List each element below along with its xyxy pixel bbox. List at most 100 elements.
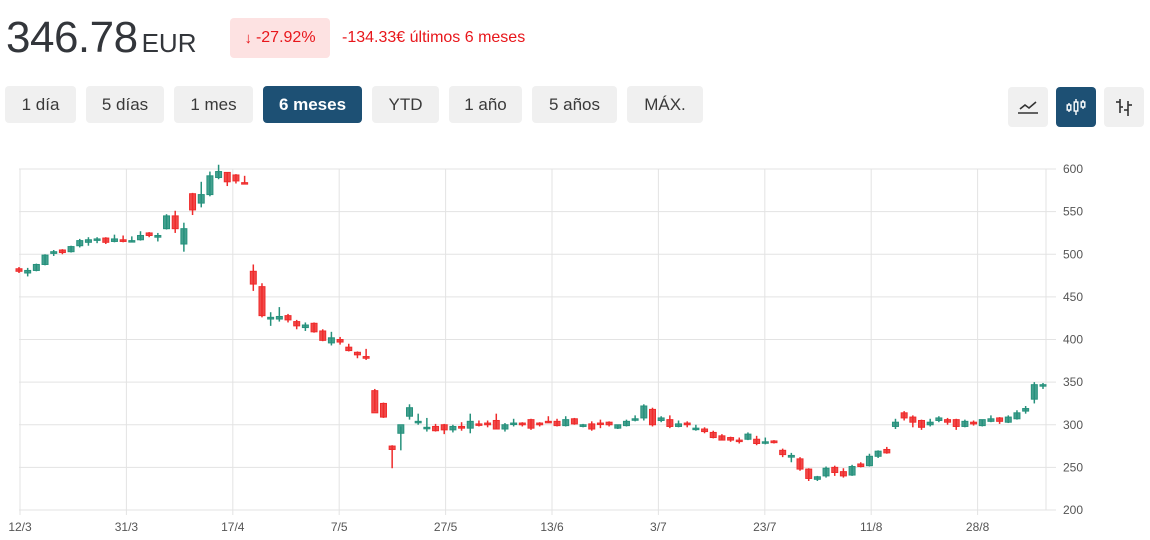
candle-up bbox=[327, 337, 335, 344]
candle-up bbox=[449, 425, 457, 431]
candle-up bbox=[76, 240, 84, 247]
ohlc-bar-icon bbox=[1116, 99, 1132, 116]
change-percent: -27.92% bbox=[255, 29, 316, 46]
candle-down bbox=[666, 419, 674, 427]
x-axis-tick-label: 23/7 bbox=[753, 520, 777, 534]
change-amount-text: -134.33€ últimos 6 meses bbox=[342, 29, 526, 46]
candle-up bbox=[622, 420, 630, 427]
candle-down bbox=[701, 428, 709, 433]
candle-down bbox=[258, 286, 266, 317]
candle-down bbox=[883, 448, 891, 454]
candle-up bbox=[50, 251, 58, 254]
candle-down bbox=[284, 315, 292, 321]
range-5d-button[interactable]: 5 días bbox=[86, 86, 164, 123]
candle-down bbox=[527, 419, 535, 429]
range-1y-button[interactable]: 1 año bbox=[449, 86, 522, 123]
candle-down bbox=[475, 423, 483, 426]
candle-down bbox=[484, 422, 492, 426]
range-1d-button[interactable]: 1 día bbox=[5, 86, 76, 123]
y-axis-tick-label: 500 bbox=[1063, 247, 1083, 261]
candle-up bbox=[987, 418, 995, 422]
candlestick-button[interactable] bbox=[1056, 87, 1096, 127]
range-1m-button[interactable]: 1 mes bbox=[174, 86, 253, 123]
candle-down bbox=[249, 270, 257, 285]
candle-up bbox=[631, 418, 639, 421]
candlestick-chart[interactable]: 600 550 500 450 400 350 300 250 200 12/3 31/3 17/4 7… bbox=[0, 150, 1150, 540]
candle-down bbox=[718, 435, 726, 441]
candle-up bbox=[926, 421, 934, 426]
x-axis-tick-label: 7/5 bbox=[331, 520, 348, 534]
candle-up bbox=[744, 433, 752, 440]
candle-down bbox=[596, 422, 604, 426]
candle-down bbox=[362, 356, 370, 359]
candle-down bbox=[145, 232, 153, 236]
range-max-button[interactable]: MÁX. bbox=[627, 86, 703, 123]
candle-down bbox=[102, 237, 110, 243]
candle-down bbox=[805, 468, 813, 479]
candle-down bbox=[831, 466, 839, 473]
candle-up bbox=[848, 466, 856, 476]
candle-down bbox=[189, 193, 197, 211]
candle-down bbox=[223, 171, 231, 183]
candle-down bbox=[839, 471, 847, 477]
candle-up bbox=[128, 240, 136, 243]
line-chart-icon bbox=[1018, 101, 1038, 114]
candle-up bbox=[865, 455, 873, 467]
line-chart-button[interactable] bbox=[1008, 87, 1048, 127]
candle-down bbox=[293, 321, 301, 327]
candle-down bbox=[944, 419, 952, 423]
candle-down bbox=[727, 437, 735, 441]
y-axis-tick-label: 550 bbox=[1063, 205, 1083, 219]
candle-down bbox=[770, 440, 778, 444]
y-axis-tick-label: 200 bbox=[1063, 503, 1083, 517]
candle-down bbox=[909, 416, 917, 423]
x-axis-tick-label: 3/7 bbox=[650, 520, 667, 534]
y-axis-tick-label: 250 bbox=[1063, 460, 1083, 474]
currency-label: EUR bbox=[141, 28, 197, 58]
candle-up bbox=[267, 316, 275, 320]
range-ytd-button[interactable]: YTD bbox=[372, 86, 439, 123]
candle-down bbox=[796, 458, 804, 470]
candle-down bbox=[232, 174, 240, 182]
arrow-down-icon: ↓ bbox=[244, 29, 252, 47]
y-axis-tick-label: 450 bbox=[1063, 290, 1083, 304]
candle-up bbox=[206, 175, 214, 196]
candle-down bbox=[779, 449, 787, 456]
candle-up bbox=[41, 254, 49, 265]
candle-up bbox=[67, 246, 75, 253]
candle-up bbox=[579, 424, 587, 427]
candle-down bbox=[970, 421, 978, 425]
change-percent-badge: ↓ -27.92% bbox=[230, 18, 330, 58]
range-6m-button[interactable]: 6 meses bbox=[263, 86, 362, 123]
candle-up bbox=[822, 467, 830, 477]
candle-down bbox=[432, 425, 440, 432]
candle-up bbox=[1013, 412, 1021, 420]
candle-up bbox=[614, 424, 622, 429]
candle-up bbox=[891, 421, 899, 427]
candle-down bbox=[952, 419, 960, 427]
candle-up bbox=[466, 420, 474, 429]
range-5y-button[interactable]: 5 años bbox=[532, 86, 617, 123]
candle-down bbox=[379, 402, 387, 418]
candle-up bbox=[24, 269, 32, 274]
candle-up bbox=[397, 424, 405, 434]
candle-down bbox=[683, 422, 691, 426]
candle-down bbox=[58, 249, 66, 254]
candle-down bbox=[544, 420, 552, 424]
x-axis-tick-label: 27/5 bbox=[434, 520, 458, 534]
candle-up bbox=[93, 238, 101, 241]
current-price: 346.78 bbox=[6, 13, 138, 62]
candle-down bbox=[119, 239, 127, 242]
candle-down bbox=[492, 419, 500, 430]
ohlc-bar-button[interactable] bbox=[1104, 87, 1144, 127]
candle-up bbox=[640, 405, 648, 419]
candle-up bbox=[301, 324, 309, 329]
candle-up bbox=[501, 424, 509, 430]
candle-down bbox=[241, 182, 249, 185]
candle-up bbox=[961, 420, 969, 427]
candle-down bbox=[15, 268, 23, 272]
candle-up bbox=[414, 420, 422, 424]
candle-up bbox=[813, 476, 821, 480]
candle-down bbox=[605, 421, 613, 426]
candle-up bbox=[154, 234, 162, 238]
